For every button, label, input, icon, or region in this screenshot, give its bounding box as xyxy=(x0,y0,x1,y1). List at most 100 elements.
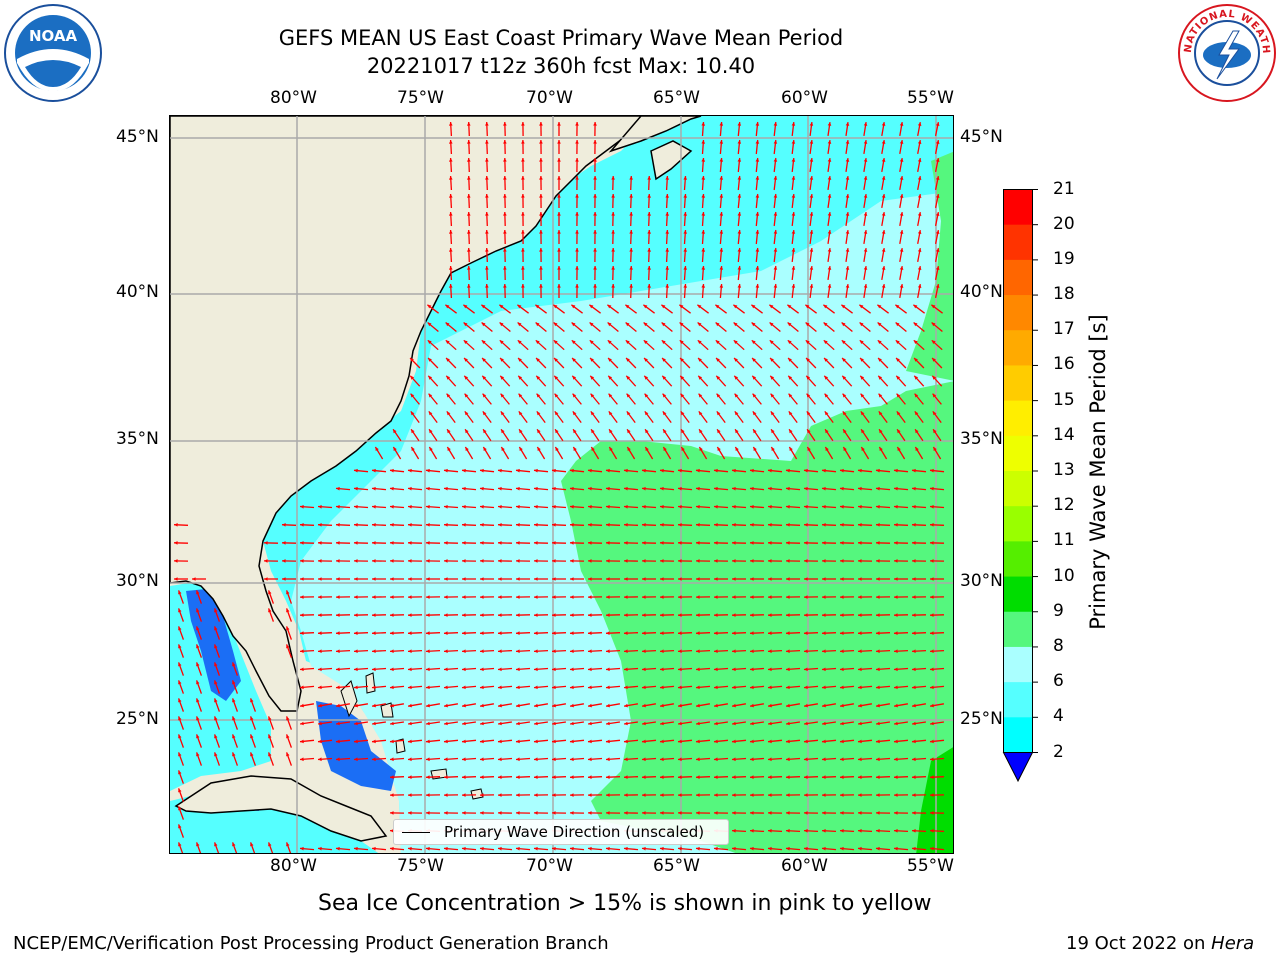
wave-arrow-head xyxy=(894,829,898,833)
wave-arrow-head xyxy=(827,248,832,252)
wave-arrow-head xyxy=(678,541,682,545)
wave-arrow-head xyxy=(449,212,453,216)
wave-arrow-head xyxy=(354,846,358,851)
wave-arrow-head xyxy=(786,846,790,851)
wave-arrow-head xyxy=(480,649,484,653)
colorbar-tick-label: 15 xyxy=(1053,389,1075,410)
wave-arrow-head xyxy=(679,340,684,344)
wave-arrow-head xyxy=(678,505,682,509)
wave-arrow-head xyxy=(822,486,826,491)
wave-arrow-head xyxy=(467,266,471,270)
wave-arrow-head xyxy=(318,505,322,509)
wave-arrow-head xyxy=(750,667,754,672)
wave-arrow-head xyxy=(444,523,448,527)
wave-arrow-head xyxy=(537,429,541,434)
wave-arrow-head xyxy=(590,411,595,416)
wave-arrow-head xyxy=(575,158,579,162)
wave-arrow-head xyxy=(822,595,826,599)
wave-arrow-head xyxy=(481,322,486,327)
wave-arrow-head xyxy=(480,793,484,797)
wave-arrow-head xyxy=(557,212,561,216)
wave-arrow-head xyxy=(318,595,322,599)
wave-arrow-head xyxy=(408,811,412,815)
wave-arrow-head xyxy=(318,667,322,672)
wave-arrow-head xyxy=(336,541,340,545)
wave-arrow-head xyxy=(645,447,649,451)
wave-arrow-head xyxy=(840,631,844,635)
colorbar-tick-label: 18 xyxy=(1053,284,1075,305)
wave-arrow-head xyxy=(444,846,448,851)
wave-arrow-head xyxy=(482,358,486,362)
wave-arrow-head xyxy=(935,230,940,234)
wave-arrow-head xyxy=(390,721,394,726)
wave-arrow-head xyxy=(840,595,844,599)
wave-arrow-head xyxy=(827,194,832,198)
wave-arrow-head xyxy=(714,649,718,653)
wave-arrow-head xyxy=(899,284,904,288)
wave-arrow-head xyxy=(534,486,538,491)
lon-label-top: 65°W xyxy=(653,88,700,108)
wave-arrow-head xyxy=(552,685,556,690)
wave-arrow-head xyxy=(463,322,468,327)
wave-arrow-head xyxy=(318,559,322,563)
wave-arrow-head xyxy=(608,393,613,398)
wave-arrow-head xyxy=(426,631,430,635)
wave-arrow-head xyxy=(804,649,808,653)
wave-arrow-head xyxy=(930,649,934,653)
wave-arrow-head xyxy=(894,559,898,563)
wave-arrow-head xyxy=(408,505,412,509)
wave-arrow-head xyxy=(858,468,862,473)
wave-arrow-head xyxy=(660,775,664,779)
wave-arrow-head xyxy=(571,340,576,344)
wave-arrow-head xyxy=(607,304,612,309)
wave-arrow-head xyxy=(300,541,304,545)
wave-arrow-head xyxy=(516,793,520,797)
wave-arrow-head xyxy=(894,685,898,690)
wave-arrow-head xyxy=(462,685,466,690)
wave-arrow-head xyxy=(588,486,592,491)
wave-arrow-head xyxy=(858,685,862,690)
wave-arrow-head xyxy=(608,358,612,362)
wave-arrow-head xyxy=(178,680,182,685)
wave-arrow-head xyxy=(498,577,502,581)
wave-arrow-head xyxy=(606,739,610,744)
wave-arrow-head xyxy=(912,739,916,744)
colorbar-tick-label: 17 xyxy=(1053,319,1075,340)
wave-arrow-head xyxy=(336,721,340,726)
wave-arrow-head xyxy=(698,358,702,362)
wave-arrow-head xyxy=(737,284,742,288)
wave-arrow-head xyxy=(467,122,471,126)
wave-arrow-head xyxy=(445,340,450,344)
wave-arrow-head xyxy=(786,829,790,833)
wave-arrow-head xyxy=(467,158,471,162)
wave-arrow-head xyxy=(573,429,577,434)
colorbar-extend-triangle xyxy=(1002,752,1034,783)
wave-arrow-head xyxy=(408,703,412,708)
wave-arrow-head xyxy=(773,158,778,162)
wave-arrow-head xyxy=(642,739,646,744)
wave-arrow-head xyxy=(735,429,739,434)
wave-arrow-head xyxy=(232,842,236,847)
wave-arrow-head xyxy=(804,486,808,491)
wave-arrow-head xyxy=(678,613,682,617)
wave-arrow-head xyxy=(607,340,612,344)
wave-arrow-head xyxy=(498,703,502,708)
wave-arrow-head xyxy=(444,739,448,744)
wave-arrow-head xyxy=(503,284,507,288)
wave-arrow-head xyxy=(336,559,340,563)
wave-arrow-head xyxy=(178,590,182,595)
wave-arrow-head xyxy=(390,757,394,762)
wave-arrow-head xyxy=(214,752,218,757)
wave-arrow-head xyxy=(264,577,268,581)
wave-arrow-head xyxy=(642,486,646,491)
wave-arrow-head xyxy=(899,122,904,126)
wave-arrow-head xyxy=(822,739,826,744)
wave-arrow-head xyxy=(642,505,646,509)
wave-arrow-head xyxy=(912,793,916,797)
wave-arrow-head xyxy=(465,429,469,434)
wave-arrow-head xyxy=(824,375,829,380)
wave-arrow-head xyxy=(503,140,507,144)
wave-arrow-head xyxy=(863,158,868,162)
wave-arrow-head xyxy=(462,649,466,653)
wave-arrow-head xyxy=(769,322,774,327)
